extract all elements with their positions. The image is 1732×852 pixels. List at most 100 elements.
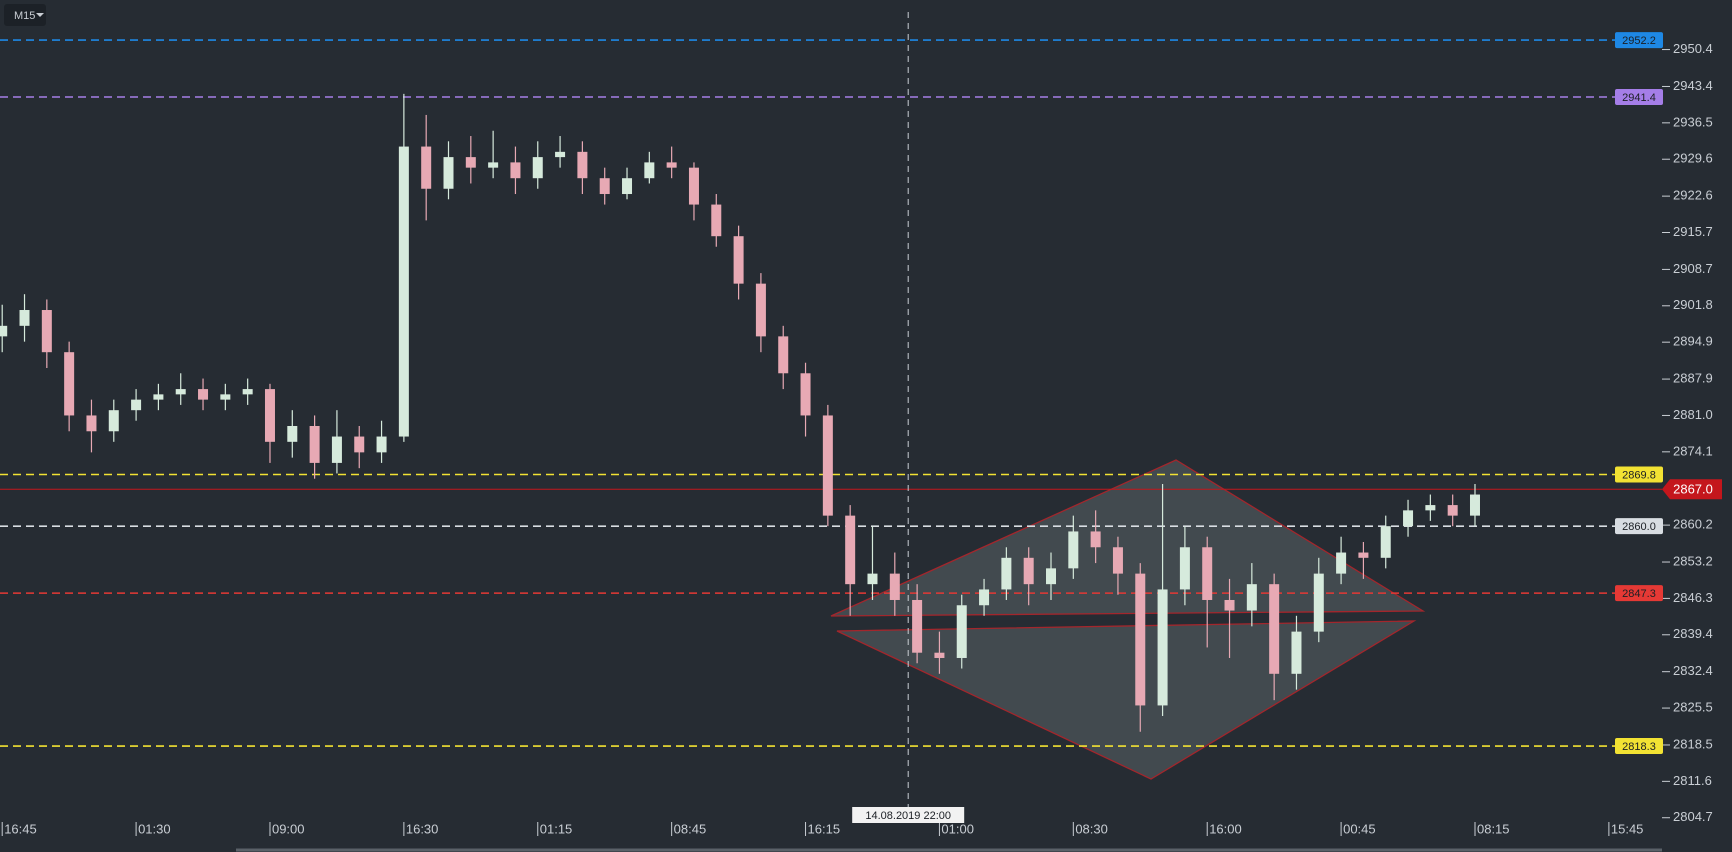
candle-body (688, 167, 699, 205)
x-tick-label: 01:15 (540, 821, 573, 836)
level-tag (1615, 89, 1663, 106)
candle-body (822, 415, 833, 516)
y-tick-label: 2818.5 (1673, 736, 1713, 751)
candle-body (666, 162, 677, 168)
candle-body (1380, 526, 1391, 558)
candle-body (41, 310, 52, 353)
level-label: 2847.3 (1622, 588, 1656, 600)
y-tick-label: 2908.7 (1673, 261, 1713, 276)
y-tick-label: 2804.7 (1673, 809, 1713, 824)
candle-body (1246, 584, 1257, 611)
candle-body (934, 652, 945, 658)
candle-body (131, 399, 142, 411)
candle-body (711, 204, 722, 237)
candle-body (979, 589, 990, 606)
candle-body (1224, 599, 1235, 611)
y-tick-label: 2915.7 (1673, 224, 1713, 239)
candle-body (1336, 552, 1347, 574)
candle-body (532, 157, 543, 179)
y-tick-label: 2846.3 (1673, 590, 1713, 605)
current-price-tag (1662, 479, 1722, 500)
x-tick-label: 08:15 (1477, 821, 1510, 836)
crosshair-label: 14.08.2019 22:00 (865, 810, 951, 822)
y-tick-label: 2811.6 (1673, 773, 1712, 788)
candle-body (1202, 547, 1213, 600)
candle-body (1313, 573, 1324, 632)
candle-body (398, 146, 409, 437)
candle-body (1001, 557, 1012, 590)
candle-body (331, 436, 342, 463)
candles (0, 93, 1480, 732)
candle-body (198, 389, 209, 400)
level-tag (1615, 585, 1663, 602)
y-tick-label: 2874.1 (1673, 443, 1713, 458)
candle-body (889, 573, 900, 600)
candle-body (1358, 552, 1369, 558)
candle-body (1447, 505, 1458, 516)
candle-body (555, 151, 566, 158)
candle-body (1469, 494, 1480, 516)
x-tick-label: 01:30 (138, 821, 171, 836)
candle-body (644, 162, 655, 179)
candle-body (1023, 557, 1034, 585)
y-tick-label: 2860.2 (1673, 517, 1713, 532)
level-label: 2941.4 (1622, 92, 1656, 104)
level-tag (1615, 518, 1663, 535)
candle-body (354, 436, 365, 453)
candle-body (622, 178, 633, 195)
candle-body (1179, 547, 1190, 590)
candle-body (733, 236, 744, 284)
y-tick-label: 2901.8 (1673, 297, 1713, 312)
y-tick-label: 2936.5 (1673, 114, 1713, 129)
candle-body (1046, 568, 1057, 585)
candle-body (175, 389, 186, 395)
candle-body (956, 605, 967, 658)
candle-body (287, 426, 298, 442)
x-tick-label: 16:30 (406, 821, 439, 836)
y-tick-label: 2887.9 (1673, 371, 1713, 386)
current-price-label: 2867.0 (1673, 482, 1713, 497)
timeframe-button[interactable] (4, 4, 46, 26)
candle-body (1112, 547, 1123, 574)
candle-body (577, 151, 588, 179)
candle-body (488, 162, 499, 168)
y-tick-label: 2825.5 (1673, 700, 1713, 715)
candle-body (1403, 510, 1414, 527)
candle-body (800, 373, 811, 416)
candle-body (64, 352, 75, 416)
timeframe-label: M15 (14, 10, 35, 22)
level-tag (1615, 466, 1663, 483)
candle-body (465, 157, 476, 168)
candle-body (421, 146, 432, 189)
candle-body (510, 162, 521, 179)
x-tick-label: 15:45 (1611, 821, 1644, 836)
level-tag (1615, 32, 1663, 49)
x-tick-label: 16:00 (1209, 821, 1242, 836)
candle-body (1135, 573, 1146, 706)
x-tick-label: 16:15 (808, 821, 841, 836)
candle-body (242, 389, 253, 395)
y-tick-label: 2922.6 (1673, 188, 1713, 203)
crosshair-tag (852, 807, 965, 823)
y-tick-label: 2950.4 (1673, 41, 1713, 56)
level-label: 2818.3 (1622, 741, 1656, 753)
candle-body (153, 394, 164, 400)
candle-body (599, 178, 610, 195)
x-tick-label: 16:45 (4, 821, 37, 836)
candle-body (845, 515, 856, 585)
candle-body (220, 394, 231, 400)
y-tick-label: 2929.6 (1673, 151, 1713, 166)
x-tick-label: 09:00 (272, 821, 305, 836)
x-tick-label: 00:45 (1343, 821, 1376, 836)
candle-body (108, 410, 119, 432)
level-label: 2860.0 (1622, 521, 1656, 533)
dropdown-arrow (36, 13, 44, 17)
candle-body (1269, 584, 1280, 674)
pattern-upper (830, 459, 1426, 617)
candle-body (0, 325, 8, 337)
candle-body (1157, 589, 1168, 706)
candle-body (1291, 631, 1302, 674)
